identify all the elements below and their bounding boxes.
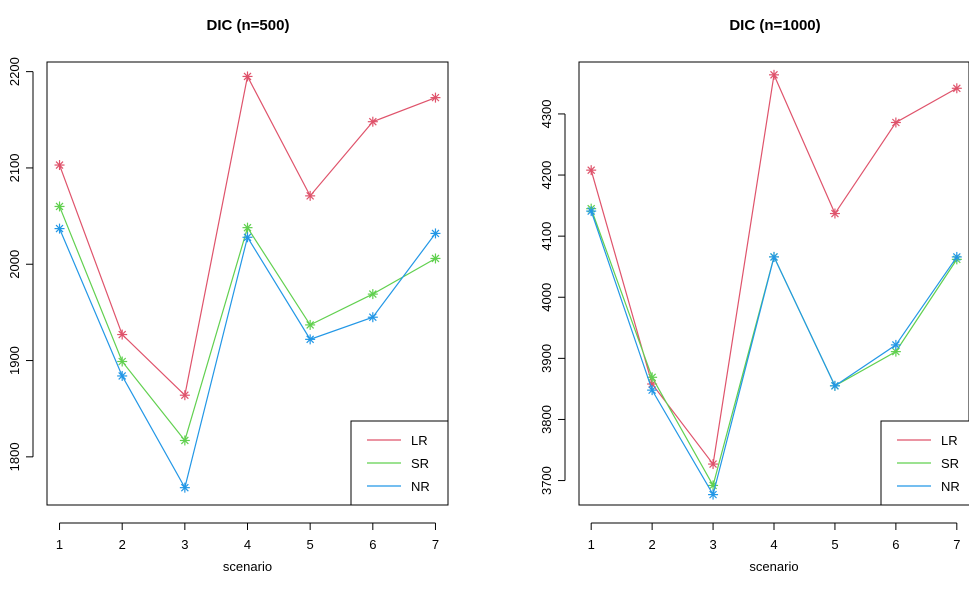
x-tick-label: 2 <box>119 537 126 552</box>
plot-area <box>586 69 962 500</box>
data-point-nr <box>117 370 128 381</box>
x-tick-label: 5 <box>307 537 314 552</box>
data-point-nr <box>769 251 779 262</box>
chart-title: DIC (n=1000) <box>729 17 820 34</box>
data-point-sr <box>647 372 658 383</box>
legend: LR SR NR <box>880 420 969 506</box>
data-point-lr <box>305 190 316 201</box>
x-tick-label: 3 <box>181 537 188 552</box>
y-tick-label: 1900 <box>7 346 22 375</box>
data-point-nr <box>586 206 597 217</box>
plot-frame <box>46 61 449 506</box>
legend-label-sr: SR <box>941 456 959 471</box>
data-point-lr <box>367 116 378 127</box>
x-tick-label: 4 <box>244 537 251 552</box>
x-tick-label: 1 <box>56 537 63 552</box>
data-point-lr <box>769 69 779 80</box>
data-point-sr <box>117 356 128 367</box>
legend-label-nr: NR <box>411 479 430 494</box>
data-point-sr <box>367 289 378 300</box>
data-point-lr <box>708 459 719 470</box>
legend: LR SR NR <box>350 420 449 506</box>
y-tick-label: 2200 <box>7 57 22 86</box>
legend-label-lr: LR <box>941 433 958 448</box>
legend-label-nr: NR <box>941 479 960 494</box>
x-axis-label: scenario <box>223 559 272 574</box>
y-tick-label: 2000 <box>7 250 22 279</box>
legend-label-lr: LR <box>411 433 428 448</box>
data-point-nr <box>829 380 840 391</box>
data-point-sr <box>430 253 441 264</box>
x-tick-label: 7 <box>432 537 439 552</box>
data-point-lr <box>242 71 253 82</box>
data-point-lr <box>890 117 901 128</box>
x-tick-label: 7 <box>953 537 960 552</box>
y-tick-label: 3800 <box>539 405 554 434</box>
data-point-lr <box>951 83 962 94</box>
series-line-lr <box>590 72 958 466</box>
data-point-lr <box>430 92 441 103</box>
data-point-nr <box>647 385 658 396</box>
y-tick-label: 3900 <box>539 344 554 373</box>
x-tick-label: 4 <box>770 537 777 552</box>
data-point-nr <box>367 312 378 323</box>
x-axis: 1 2 3 4 5 6 7 <box>56 522 439 552</box>
data-point-lr <box>829 208 840 219</box>
chart-panel-2: DIC (n=1000) 1 2 3 4 5 6 7 scenario 3700 3800 3900 4… <box>539 17 969 574</box>
y-tick-label: 1800 <box>7 442 22 471</box>
y-axis: 1800 1900 2000 2100 2200 <box>7 57 34 471</box>
y-tick-label: 3700 <box>539 466 554 495</box>
y-tick-label: 4300 <box>539 99 554 128</box>
y-axis: 3700 3800 3900 4000 4100 4200 4300 <box>539 99 566 495</box>
data-point-nr <box>951 251 962 262</box>
y-tick-label: 4200 <box>539 161 554 190</box>
y-tick-label: 4000 <box>539 283 554 312</box>
x-tick-label: 3 <box>709 537 716 552</box>
data-point-nr <box>242 232 253 243</box>
data-point-lr <box>54 160 65 171</box>
legend-label-sr: SR <box>411 456 429 471</box>
data-point-sr <box>54 201 65 212</box>
x-tick-label: 6 <box>892 537 899 552</box>
data-point-lr <box>179 390 190 401</box>
data-point-sr <box>179 435 190 446</box>
x-tick-label: 2 <box>649 537 656 552</box>
data-point-lr <box>586 165 597 176</box>
data-point-nr <box>708 489 719 500</box>
x-axis-label: scenario <box>749 559 798 574</box>
plot-frame <box>578 61 969 506</box>
data-point-sr <box>242 222 253 233</box>
plot-area <box>54 71 441 493</box>
data-point-nr <box>890 339 901 350</box>
data-point-nr <box>54 223 65 234</box>
data-point-nr <box>179 482 190 493</box>
x-tick-label: 1 <box>588 537 595 552</box>
x-axis: 1 2 3 4 5 6 7 <box>588 522 960 552</box>
chart-panel-1: DIC (n=500) 1 2 3 4 5 6 7 scenario 1800 1900 2000 21… <box>7 17 449 574</box>
chart-title: DIC (n=500) <box>207 17 290 34</box>
x-tick-label: 6 <box>369 537 376 552</box>
data-point-lr <box>117 329 128 340</box>
x-tick-label: 5 <box>831 537 838 552</box>
data-point-nr <box>430 228 441 239</box>
y-tick-label: 2100 <box>7 153 22 182</box>
data-point-sr <box>305 319 316 330</box>
y-tick-label: 4100 <box>539 222 554 251</box>
data-point-nr <box>305 334 316 345</box>
